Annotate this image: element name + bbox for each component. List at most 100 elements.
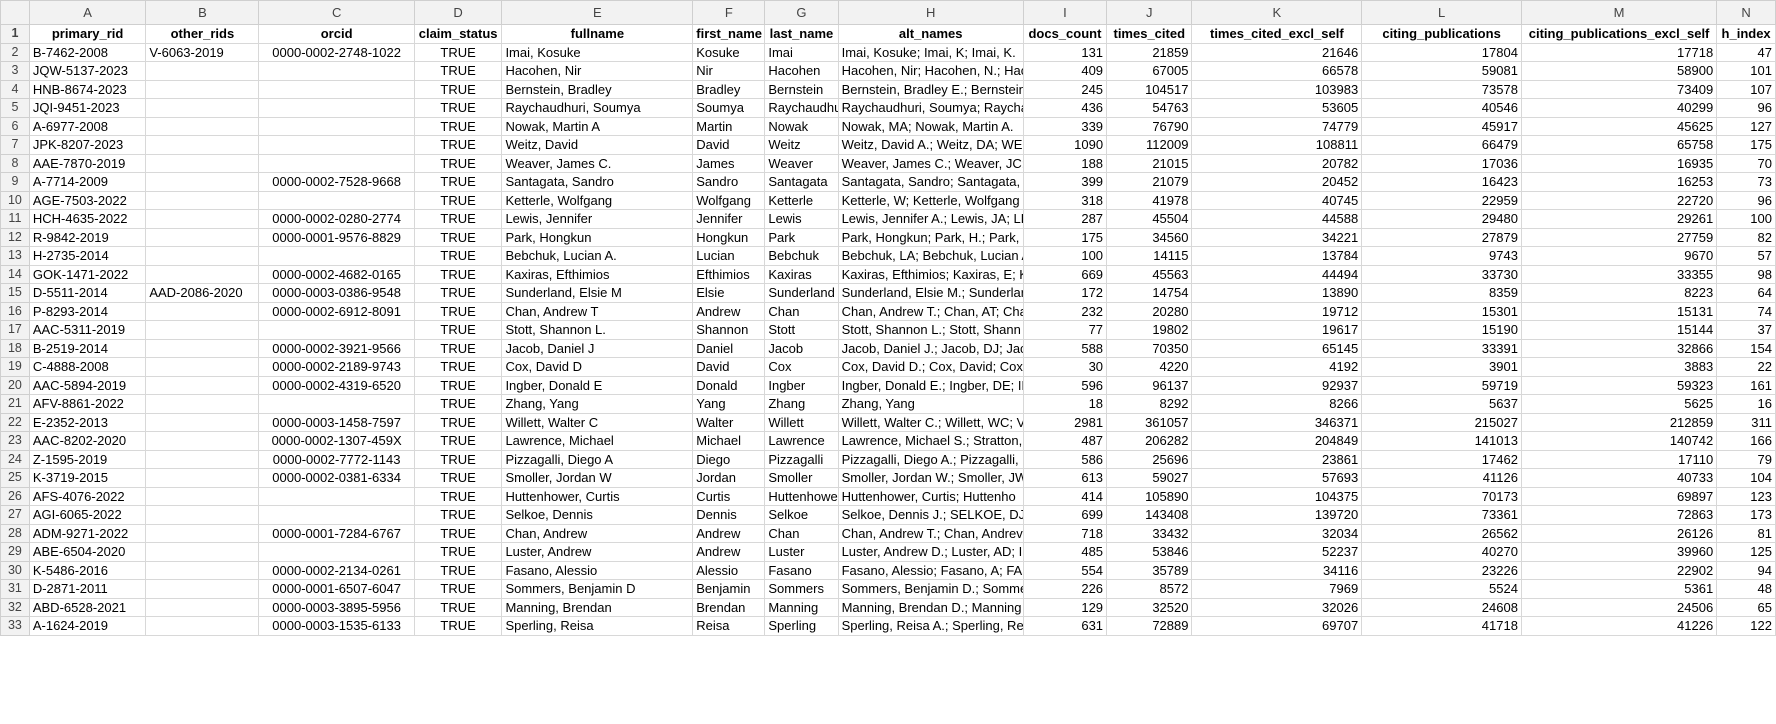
cell[interactable]: TRUE bbox=[413, 135, 503, 155]
cell[interactable]: Fasano, Alessio bbox=[501, 560, 694, 580]
cell[interactable]: AAC-5311-2019 bbox=[28, 320, 147, 340]
cell[interactable]: 29480 bbox=[1361, 209, 1522, 229]
cell[interactable]: 44588 bbox=[1191, 209, 1363, 229]
cell[interactable] bbox=[258, 135, 415, 155]
cell[interactable]: TRUE bbox=[413, 394, 503, 414]
cell[interactable]: Selkoe, Dennis J.; SELKOE, DJ; S bbox=[837, 505, 1024, 525]
cell[interactable]: 57 bbox=[1716, 246, 1776, 266]
cell[interactable]: 20452 bbox=[1191, 172, 1363, 192]
cell[interactable]: 21859 bbox=[1106, 42, 1193, 62]
cell[interactable]: 20782 bbox=[1191, 153, 1363, 173]
cell[interactable]: 32866 bbox=[1520, 338, 1718, 358]
cell[interactable]: 0000-0002-4682-0165 bbox=[258, 264, 415, 284]
row-number[interactable]: 33 bbox=[0, 616, 30, 636]
cell[interactable]: 45625 bbox=[1520, 116, 1718, 136]
cell[interactable]: Shannon bbox=[692, 320, 766, 340]
cell[interactable]: 21015 bbox=[1106, 153, 1193, 173]
cell[interactable]: 32034 bbox=[1191, 523, 1363, 543]
cell[interactable]: 0000-0003-1458-7597 bbox=[258, 412, 415, 432]
cell[interactable]: ABE-6504-2020 bbox=[28, 542, 147, 562]
header-cell[interactable]: fullname bbox=[501, 24, 694, 44]
header-cell[interactable]: last_name bbox=[764, 24, 839, 44]
cell[interactable]: AGI-6065-2022 bbox=[28, 505, 147, 525]
cell[interactable] bbox=[145, 227, 260, 247]
cell[interactable]: 5625 bbox=[1520, 394, 1718, 414]
row-number[interactable]: 11 bbox=[0, 209, 30, 229]
column-header[interactable]: H bbox=[837, 0, 1024, 25]
cell[interactable]: Santagata, Sandro bbox=[501, 172, 694, 192]
cell[interactable]: Hacohen bbox=[764, 61, 839, 81]
column-header[interactable]: F bbox=[692, 0, 766, 25]
cell[interactable]: 24608 bbox=[1361, 597, 1522, 617]
cell[interactable]: 79 bbox=[1716, 449, 1776, 469]
cell[interactable]: Kaxiras bbox=[764, 264, 839, 284]
cell[interactable]: 70350 bbox=[1106, 338, 1193, 358]
cell[interactable]: 33355 bbox=[1520, 264, 1718, 284]
cell[interactable]: Ketterle bbox=[764, 190, 839, 210]
cell[interactable]: 0000-0001-7284-6767 bbox=[258, 523, 415, 543]
cell[interactable]: TRUE bbox=[413, 227, 503, 247]
cell[interactable]: 16253 bbox=[1520, 172, 1718, 192]
cell[interactable]: Benjamin bbox=[692, 579, 766, 599]
cell[interactable]: 346371 bbox=[1191, 412, 1363, 432]
cell[interactable]: 17804 bbox=[1361, 42, 1522, 62]
row-number[interactable]: 20 bbox=[0, 375, 30, 395]
cell[interactable]: TRUE bbox=[413, 42, 503, 62]
cell[interactable]: Smoller, Jordan W.; Smoller, JW bbox=[837, 468, 1024, 488]
cell[interactable]: 17718 bbox=[1520, 42, 1718, 62]
cell[interactable]: Pizzagalli bbox=[764, 449, 839, 469]
cell[interactable]: 22720 bbox=[1520, 190, 1718, 210]
cell[interactable] bbox=[145, 523, 260, 543]
header-cell[interactable]: citing_publications bbox=[1361, 24, 1522, 44]
cell[interactable]: Hongkun bbox=[692, 227, 766, 247]
cell[interactable] bbox=[145, 412, 260, 432]
cell[interactable]: Martin bbox=[692, 116, 766, 136]
cell[interactable]: Weitz, David A.; Weitz, DA; WEI bbox=[837, 135, 1024, 155]
cell[interactable]: Soumya bbox=[692, 98, 766, 118]
cell[interactable]: 40733 bbox=[1520, 468, 1718, 488]
cell[interactable] bbox=[258, 61, 415, 81]
cell[interactable]: Ketterle, Wolfgang bbox=[501, 190, 694, 210]
cell[interactable]: 8359 bbox=[1361, 283, 1522, 303]
cell[interactable]: 40270 bbox=[1361, 542, 1522, 562]
cell[interactable]: Imai, Kosuke bbox=[501, 42, 694, 62]
cell[interactable] bbox=[145, 301, 260, 321]
cell[interactable] bbox=[145, 153, 260, 173]
cell[interactable]: 166 bbox=[1716, 431, 1776, 451]
cell[interactable]: 19617 bbox=[1191, 320, 1363, 340]
cell[interactable]: Bebchuk, Lucian A. bbox=[501, 246, 694, 266]
cell[interactable]: Nowak bbox=[764, 116, 839, 136]
cell[interactable]: 96137 bbox=[1106, 375, 1193, 395]
cell[interactable]: Raychaudhuri, Soumya bbox=[501, 98, 694, 118]
cell[interactable]: 77 bbox=[1022, 320, 1108, 340]
cell[interactable]: TRUE bbox=[413, 153, 503, 173]
cell[interactable]: 8223 bbox=[1520, 283, 1718, 303]
cell[interactable]: 69707 bbox=[1191, 616, 1363, 636]
row-number[interactable]: 2 bbox=[0, 42, 30, 62]
row-number[interactable]: 19 bbox=[0, 357, 30, 377]
cell[interactable]: 100 bbox=[1716, 209, 1776, 229]
cell[interactable]: TRUE bbox=[413, 375, 503, 395]
column-header[interactable]: E bbox=[501, 0, 694, 25]
cell[interactable]: Nir bbox=[692, 61, 766, 81]
cell[interactable]: TRUE bbox=[413, 357, 503, 377]
header-cell[interactable]: h_index bbox=[1716, 24, 1776, 44]
cell[interactable]: 37 bbox=[1716, 320, 1776, 340]
column-header[interactable]: D bbox=[413, 0, 503, 25]
cell[interactable]: 53846 bbox=[1106, 542, 1193, 562]
row-number[interactable]: 25 bbox=[0, 468, 30, 488]
cell[interactable]: 245 bbox=[1022, 79, 1108, 99]
cell[interactable]: Sperling, Reisa bbox=[501, 616, 694, 636]
cell[interactable]: 13784 bbox=[1191, 246, 1363, 266]
cell[interactable]: JPK-8207-2023 bbox=[28, 135, 147, 155]
cell[interactable]: 45917 bbox=[1361, 116, 1522, 136]
cell[interactable]: 5524 bbox=[1361, 579, 1522, 599]
cell[interactable]: 17036 bbox=[1361, 153, 1522, 173]
cell[interactable]: 73361 bbox=[1361, 505, 1522, 525]
cell[interactable]: 59719 bbox=[1361, 375, 1522, 395]
cell[interactable]: 32026 bbox=[1191, 597, 1363, 617]
cell[interactable]: Imai bbox=[764, 42, 839, 62]
cell[interactable]: 65 bbox=[1716, 597, 1776, 617]
cell[interactable]: Stott, Shannon L.; Stott, Shann bbox=[837, 320, 1024, 340]
cell[interactable] bbox=[258, 246, 415, 266]
